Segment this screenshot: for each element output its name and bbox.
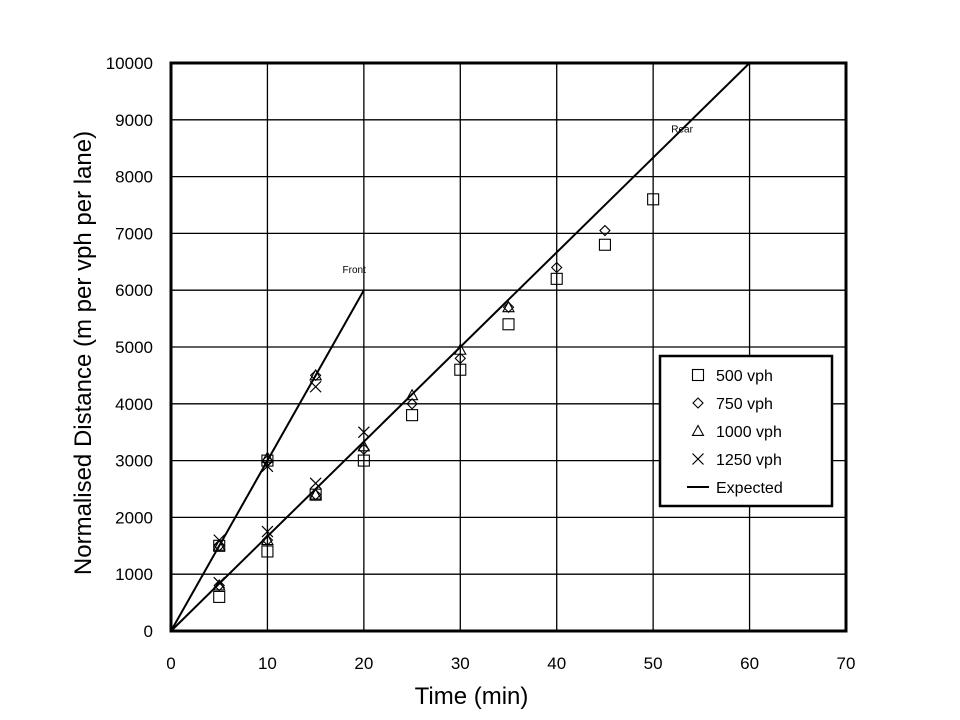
data-point-x bbox=[309, 477, 322, 490]
x-tick-label: 40 bbox=[547, 654, 566, 673]
data-point-diamond bbox=[599, 224, 611, 237]
data-point-diamond bbox=[550, 261, 563, 274]
data-point-square bbox=[454, 363, 467, 376]
series-1250-vph bbox=[213, 380, 370, 589]
data-point-square bbox=[357, 454, 370, 467]
data-point-triangle bbox=[212, 539, 226, 551]
y-tick-label: 3000 bbox=[115, 452, 153, 471]
y-tick-label: 9000 bbox=[115, 111, 153, 130]
x-tick-label: 20 bbox=[354, 654, 373, 673]
legend-marker-diamond bbox=[692, 397, 704, 409]
data-point-triangle bbox=[260, 533, 274, 546]
legend-marker-x bbox=[692, 453, 704, 465]
tick-labels: 0 10 20 30 40 50 60 70 0 1000 2000 3000 4000 5000 6000… bbox=[106, 54, 856, 673]
data-point-square bbox=[550, 272, 563, 285]
data-point-square bbox=[406, 409, 419, 422]
data-point-triangle bbox=[260, 451, 274, 463]
x-tick-label: 10 bbox=[258, 654, 277, 673]
data-point-square bbox=[213, 590, 226, 603]
plot-area-frame bbox=[169, 61, 848, 633]
x-tick-label: 70 bbox=[837, 654, 856, 673]
data-point-triangle bbox=[405, 388, 419, 401]
expected-lines bbox=[170, 62, 751, 632]
y-tick-label: 10000 bbox=[106, 54, 153, 73]
legend-label: 500 vph bbox=[716, 368, 773, 385]
data-point-x bbox=[357, 426, 370, 439]
x-tick-label: 50 bbox=[644, 654, 663, 673]
data-point-x bbox=[213, 534, 226, 547]
data-point-triangle bbox=[357, 439, 371, 452]
x-tick-label: 60 bbox=[740, 654, 759, 673]
data-point-square bbox=[647, 193, 660, 206]
data-point-square bbox=[502, 318, 515, 331]
data-point-square bbox=[598, 238, 611, 251]
data-point-diamond bbox=[454, 352, 467, 365]
expected-line-front bbox=[170, 289, 365, 632]
annotation-rear: Rear bbox=[671, 124, 693, 135]
data-point-x bbox=[261, 460, 274, 473]
data-point-triangle bbox=[453, 343, 467, 355]
legend-label: Expected bbox=[716, 480, 783, 497]
legend-label: 750 vph bbox=[716, 396, 773, 413]
data-point-x bbox=[261, 525, 274, 538]
y-tick-label: 5000 bbox=[115, 338, 153, 357]
y-tick-label: 6000 bbox=[115, 281, 153, 300]
data-point-diamond bbox=[261, 534, 274, 546]
x-tick-label: 30 bbox=[451, 654, 470, 673]
data-point-diamond bbox=[406, 398, 418, 410]
data-point-x bbox=[213, 576, 226, 589]
y-tick-label: 0 bbox=[144, 622, 153, 641]
data-point-triangle bbox=[309, 488, 323, 500]
legend-marker-square bbox=[691, 368, 705, 382]
legend-box bbox=[658, 354, 834, 508]
data-point-triangle bbox=[502, 300, 515, 313]
y-tick-label: 4000 bbox=[115, 395, 153, 414]
data-point-x bbox=[309, 380, 322, 393]
y-tick-label: 2000 bbox=[115, 508, 153, 527]
grid-lines bbox=[171, 63, 846, 631]
x-tick-label: 0 bbox=[166, 654, 175, 673]
legend-label: 1250 vph bbox=[716, 452, 782, 469]
data-markers bbox=[212, 193, 660, 603]
series-500-vph bbox=[213, 193, 660, 603]
legend-label: 1000 vph bbox=[716, 424, 782, 441]
data-point-diamond bbox=[502, 301, 515, 314]
data-point-diamond bbox=[213, 579, 225, 592]
y-tick-label: 8000 bbox=[115, 168, 153, 187]
line-annotations: Front Rear bbox=[343, 124, 694, 276]
data-point-diamond bbox=[309, 369, 322, 382]
data-point-triangle bbox=[309, 368, 323, 381]
y-tick-label: 7000 bbox=[115, 224, 153, 243]
legend-marker-triangle bbox=[691, 424, 705, 436]
series-750-vph bbox=[213, 224, 611, 592]
legend: 500 vph 750 vph 1000 vph 1250 vph Expected bbox=[658, 354, 834, 508]
annotation-front: Front bbox=[343, 265, 367, 276]
x-axis-title: Time (min) bbox=[415, 683, 529, 710]
y-tick-label: 1000 bbox=[115, 565, 153, 584]
y-axis-title: Normalised Distance (m per vph per lane) bbox=[70, 131, 97, 575]
data-point-square bbox=[261, 545, 274, 558]
expected-line-rear bbox=[170, 62, 751, 632]
data-point-diamond bbox=[309, 488, 322, 501]
